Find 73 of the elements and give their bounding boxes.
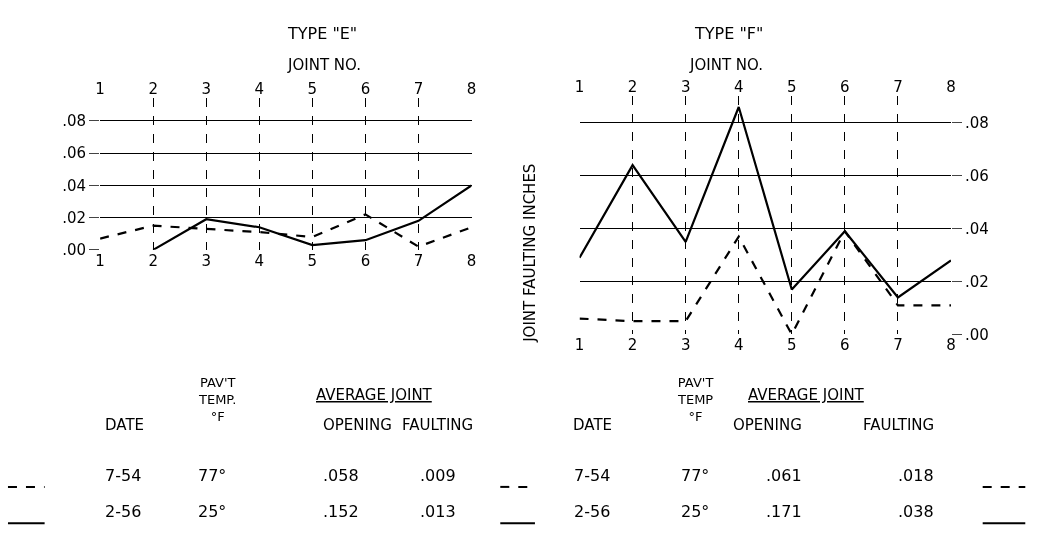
x2-tick-label: 5 xyxy=(307,251,318,270)
y-tick-label: .04 xyxy=(964,219,989,238)
text: .152 xyxy=(323,502,359,521)
x-tick-label: 7 xyxy=(893,78,903,97)
x2-tick-label: 6 xyxy=(840,336,850,355)
text: 7-54 xyxy=(105,466,142,485)
y-tick-label: .08 xyxy=(964,114,989,133)
text: PAV'T TEMP °F xyxy=(677,375,714,424)
x-tick-label: 2 xyxy=(627,78,638,97)
x2-tick-label: 1 xyxy=(574,336,585,355)
text: 25° xyxy=(681,502,710,521)
x2-tick-label: 4 xyxy=(254,251,265,270)
x-tick-label: 8 xyxy=(466,80,477,99)
y-tick-label: .04 xyxy=(62,176,87,195)
x2-tick-label: 1 xyxy=(95,251,105,270)
x2-tick-label: 4 xyxy=(733,336,744,355)
x2-tick-label: 3 xyxy=(680,336,691,355)
x2-tick-label: 7 xyxy=(893,336,903,355)
text: PAV'T TEMP. °F xyxy=(198,375,237,424)
x-tick-label: 7 xyxy=(413,80,424,99)
y-axis-title: JOINT FAULTING INCHES xyxy=(521,163,540,343)
text: OPENING xyxy=(733,416,802,434)
text: .009 xyxy=(420,466,456,485)
chart-title: TYPE "E" xyxy=(287,24,358,43)
x2-tick-label: 3 xyxy=(201,251,211,270)
x2-tick-label: 2 xyxy=(627,336,638,355)
text: 2-56 xyxy=(105,502,142,521)
x2-axis-title: JOINT NO. xyxy=(287,56,361,74)
x-tick-label: 6 xyxy=(360,80,371,99)
x-tick-label: 2 xyxy=(148,80,158,99)
text: 7-54 xyxy=(574,466,611,485)
x2-tick-label: 6 xyxy=(360,251,371,270)
x-tick-label: 1 xyxy=(95,80,105,99)
y-tick-label: .06 xyxy=(62,144,87,163)
y-tick-label: .02 xyxy=(964,272,989,291)
x2-tick-label: 8 xyxy=(946,336,956,355)
y-tick-label: .00 xyxy=(62,241,87,260)
text: AVERAGE JOINT xyxy=(316,386,433,404)
x-tick-label: 3 xyxy=(680,78,691,97)
y-tick-label: .02 xyxy=(62,208,87,227)
text: DATE xyxy=(105,416,145,434)
text: AVERAGE JOINT xyxy=(748,386,865,404)
text: .013 xyxy=(420,502,456,521)
y-tick-label: .08 xyxy=(62,112,87,131)
x-tick-label: 4 xyxy=(254,80,265,99)
chart-title: TYPE "F" xyxy=(694,24,764,43)
text: .018 xyxy=(898,466,934,485)
y-tick-label: .06 xyxy=(964,167,989,185)
text: .061 xyxy=(766,466,802,485)
x2-tick-label: 2 xyxy=(148,251,158,270)
x-tick-label: 6 xyxy=(840,78,850,97)
x-tick-label: 1 xyxy=(574,78,585,97)
text: 77° xyxy=(198,466,227,485)
x-tick-label: 8 xyxy=(946,78,956,97)
text: FAULTING xyxy=(863,416,935,434)
x2-axis-title: JOINT NO. xyxy=(689,56,763,74)
text: OPENING xyxy=(323,416,392,434)
text: .058 xyxy=(323,466,359,485)
text: .038 xyxy=(898,502,934,521)
x-tick-label: 5 xyxy=(307,80,318,99)
x2-tick-label: 5 xyxy=(787,336,797,355)
text: 77° xyxy=(681,466,710,485)
x2-tick-label: 7 xyxy=(413,251,424,270)
text: FAULTING xyxy=(402,416,474,434)
text: DATE xyxy=(573,416,613,434)
x-tick-label: 3 xyxy=(201,80,211,99)
x2-tick-label: 8 xyxy=(466,251,477,270)
x-tick-label: 5 xyxy=(787,78,797,97)
text: 25° xyxy=(198,502,227,521)
text: .171 xyxy=(766,502,802,521)
x-tick-label: 4 xyxy=(733,78,744,97)
y-tick-label: .00 xyxy=(964,325,989,344)
text: 2-56 xyxy=(574,502,611,521)
